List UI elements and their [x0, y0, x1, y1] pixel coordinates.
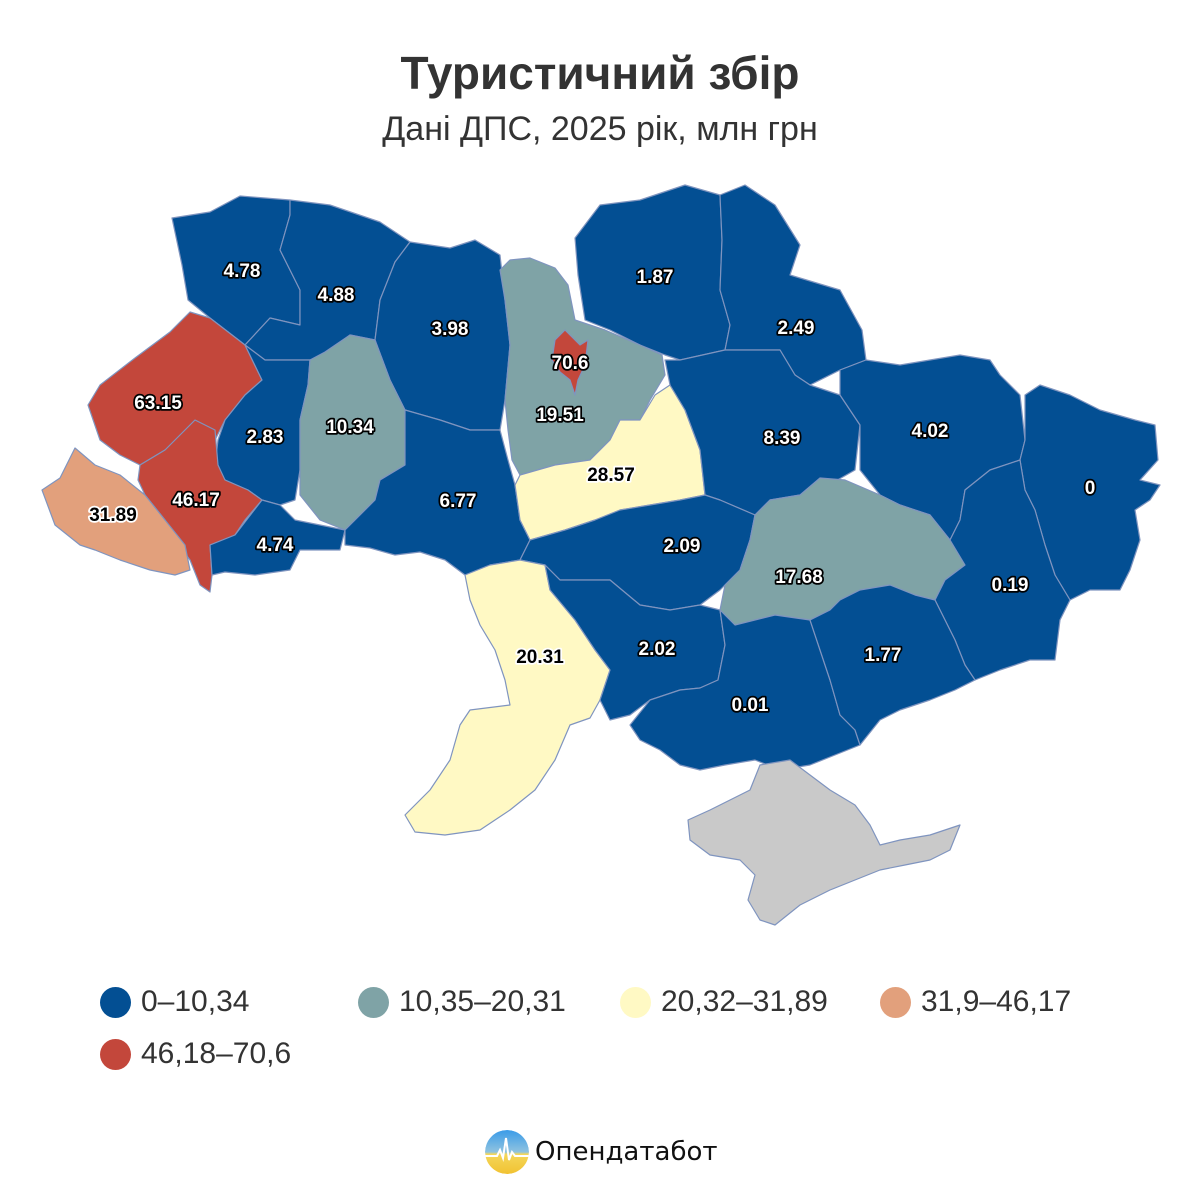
region-zaporizhzhia[interactable]	[809, 584, 976, 746]
ukraine-map: 4.78 4.88 3.98 1.87 2.49 70.6 19.51 63.1…	[41, 184, 1161, 926]
label-vinnytsia: 6.77	[440, 491, 477, 512]
pulse-icon	[485, 1130, 529, 1174]
label-khmelnytskyi: 10.34	[326, 417, 374, 438]
label-luhansk: 0	[1085, 478, 1096, 499]
label-donetsk: 0.19	[992, 575, 1029, 596]
chart-title: Туристичний збір	[400, 47, 800, 99]
legend-swatch	[100, 986, 131, 1018]
label-zakarpattia: 31.89	[89, 505, 137, 526]
region-ivano-frankivsk[interactable]	[137, 419, 263, 593]
label-kharkiv: 4.02	[912, 421, 949, 442]
legend-swatch	[880, 986, 911, 1018]
legend-item-4[interactable]: 46,18–70,6	[100, 1037, 291, 1071]
legend-label: 20,32–31,89	[661, 985, 828, 1018]
label-cherkasy: 28.57	[587, 465, 635, 486]
label-kyiv-oblast: 19.51	[536, 405, 584, 426]
legend-label: 46,18–70,6	[141, 1037, 292, 1070]
region-sumy[interactable]	[719, 184, 867, 386]
region-chernivtsi[interactable]	[209, 499, 346, 576]
label-chernivtsi: 4.74	[257, 535, 294, 556]
label-zaporizhzhia: 1.77	[865, 645, 902, 666]
legend-item-1[interactable]: 10,35–20,31	[358, 985, 566, 1019]
label-poltava: 8.39	[764, 428, 801, 449]
legend-item-0[interactable]: 0–10,34	[100, 985, 249, 1019]
legend-swatch	[100, 1038, 131, 1070]
region-kyiv-city[interactable]	[551, 329, 589, 396]
label-kherson: 0.01	[732, 695, 769, 716]
legend-label: 0–10,34	[141, 985, 250, 1018]
legend-label: 10,35–20,31	[399, 985, 566, 1018]
label-mykolaiv: 2.02	[639, 639, 676, 660]
label-dnipropetrovsk: 17.68	[775, 567, 823, 588]
label-kyiv-city: 70.6	[552, 353, 589, 374]
label-zhytomyr: 3.98	[432, 319, 469, 340]
label-lviv: 63.15	[134, 393, 182, 414]
legend-item-2[interactable]: 20,32–31,89	[620, 985, 828, 1019]
brand-logo[interactable]: Опендатабот	[485, 1130, 718, 1174]
label-kirovohrad: 2.09	[664, 536, 701, 557]
region-zakarpattia[interactable]	[41, 447, 191, 576]
label-chernihiv: 1.87	[637, 267, 674, 288]
legend-label: 31,9–46,17	[921, 985, 1072, 1018]
label-ternopil: 2.83	[247, 427, 284, 448]
legend-item-3[interactable]: 31,9–46,17	[880, 985, 1071, 1019]
legend-swatch	[358, 986, 389, 1018]
label-ivano-frankivsk: 46.17	[172, 490, 220, 511]
legend-swatch	[620, 986, 651, 1018]
label-sumy: 2.49	[778, 318, 815, 339]
label-volyn: 4.78	[224, 261, 261, 282]
label-rivne: 4.88	[318, 285, 355, 306]
label-odesa: 20.31	[516, 647, 564, 668]
chart-subtitle: Дані ДПС, 2025 рік, млн грн	[382, 110, 818, 148]
region-crimea[interactable]	[687, 759, 961, 926]
brand-name: Опендатабот	[535, 1137, 718, 1167]
